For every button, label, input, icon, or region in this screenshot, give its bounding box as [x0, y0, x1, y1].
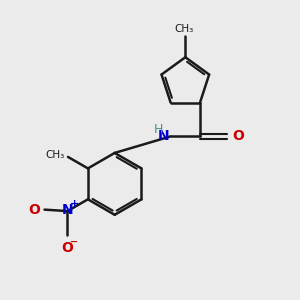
Text: O: O	[232, 129, 244, 143]
Text: N: N	[158, 129, 169, 143]
Text: ⁻: ⁻	[70, 238, 78, 253]
Text: +: +	[70, 199, 80, 209]
Text: CH₃: CH₃	[46, 150, 65, 161]
Text: O: O	[61, 241, 74, 254]
Text: O: O	[28, 202, 40, 217]
Text: CH₃: CH₃	[174, 24, 194, 34]
Text: N: N	[62, 202, 73, 217]
Text: H: H	[154, 123, 163, 136]
